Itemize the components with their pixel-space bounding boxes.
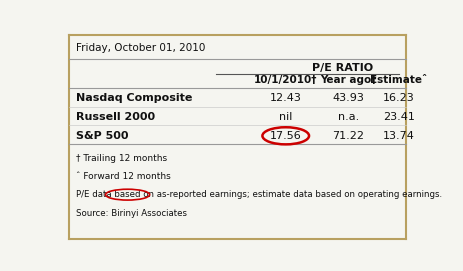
Text: 23.41: 23.41 <box>383 112 415 122</box>
Text: 10/1/2010†: 10/1/2010† <box>254 75 318 85</box>
Text: 13.74: 13.74 <box>383 131 415 141</box>
Text: Estimateˆ: Estimateˆ <box>370 75 427 85</box>
Text: Source: Birinyi Associates: Source: Birinyi Associates <box>76 209 187 218</box>
Text: Russell 2000: Russell 2000 <box>76 112 155 122</box>
Text: 12.43: 12.43 <box>270 93 302 103</box>
Text: P/E data based on as-reported earnings; estimate data based on operating earning: P/E data based on as-reported earnings; … <box>76 190 442 199</box>
Text: nil: nil <box>279 112 293 122</box>
Text: † Trailing 12 months: † Trailing 12 months <box>76 154 167 163</box>
Text: Nasdaq Composite: Nasdaq Composite <box>76 93 192 103</box>
Text: S&P 500: S&P 500 <box>76 131 128 141</box>
Text: P/E RATIO: P/E RATIO <box>312 63 373 73</box>
Text: Year ago†: Year ago† <box>320 75 377 85</box>
Text: n.a.: n.a. <box>338 112 359 122</box>
Text: 17.56: 17.56 <box>270 131 301 141</box>
Text: 43.93: 43.93 <box>332 93 364 103</box>
Text: 16.23: 16.23 <box>383 93 415 103</box>
Text: ˆ Forward 12 months: ˆ Forward 12 months <box>76 172 170 181</box>
Text: Friday, October 01, 2010: Friday, October 01, 2010 <box>76 43 205 53</box>
Text: 71.22: 71.22 <box>332 131 364 141</box>
